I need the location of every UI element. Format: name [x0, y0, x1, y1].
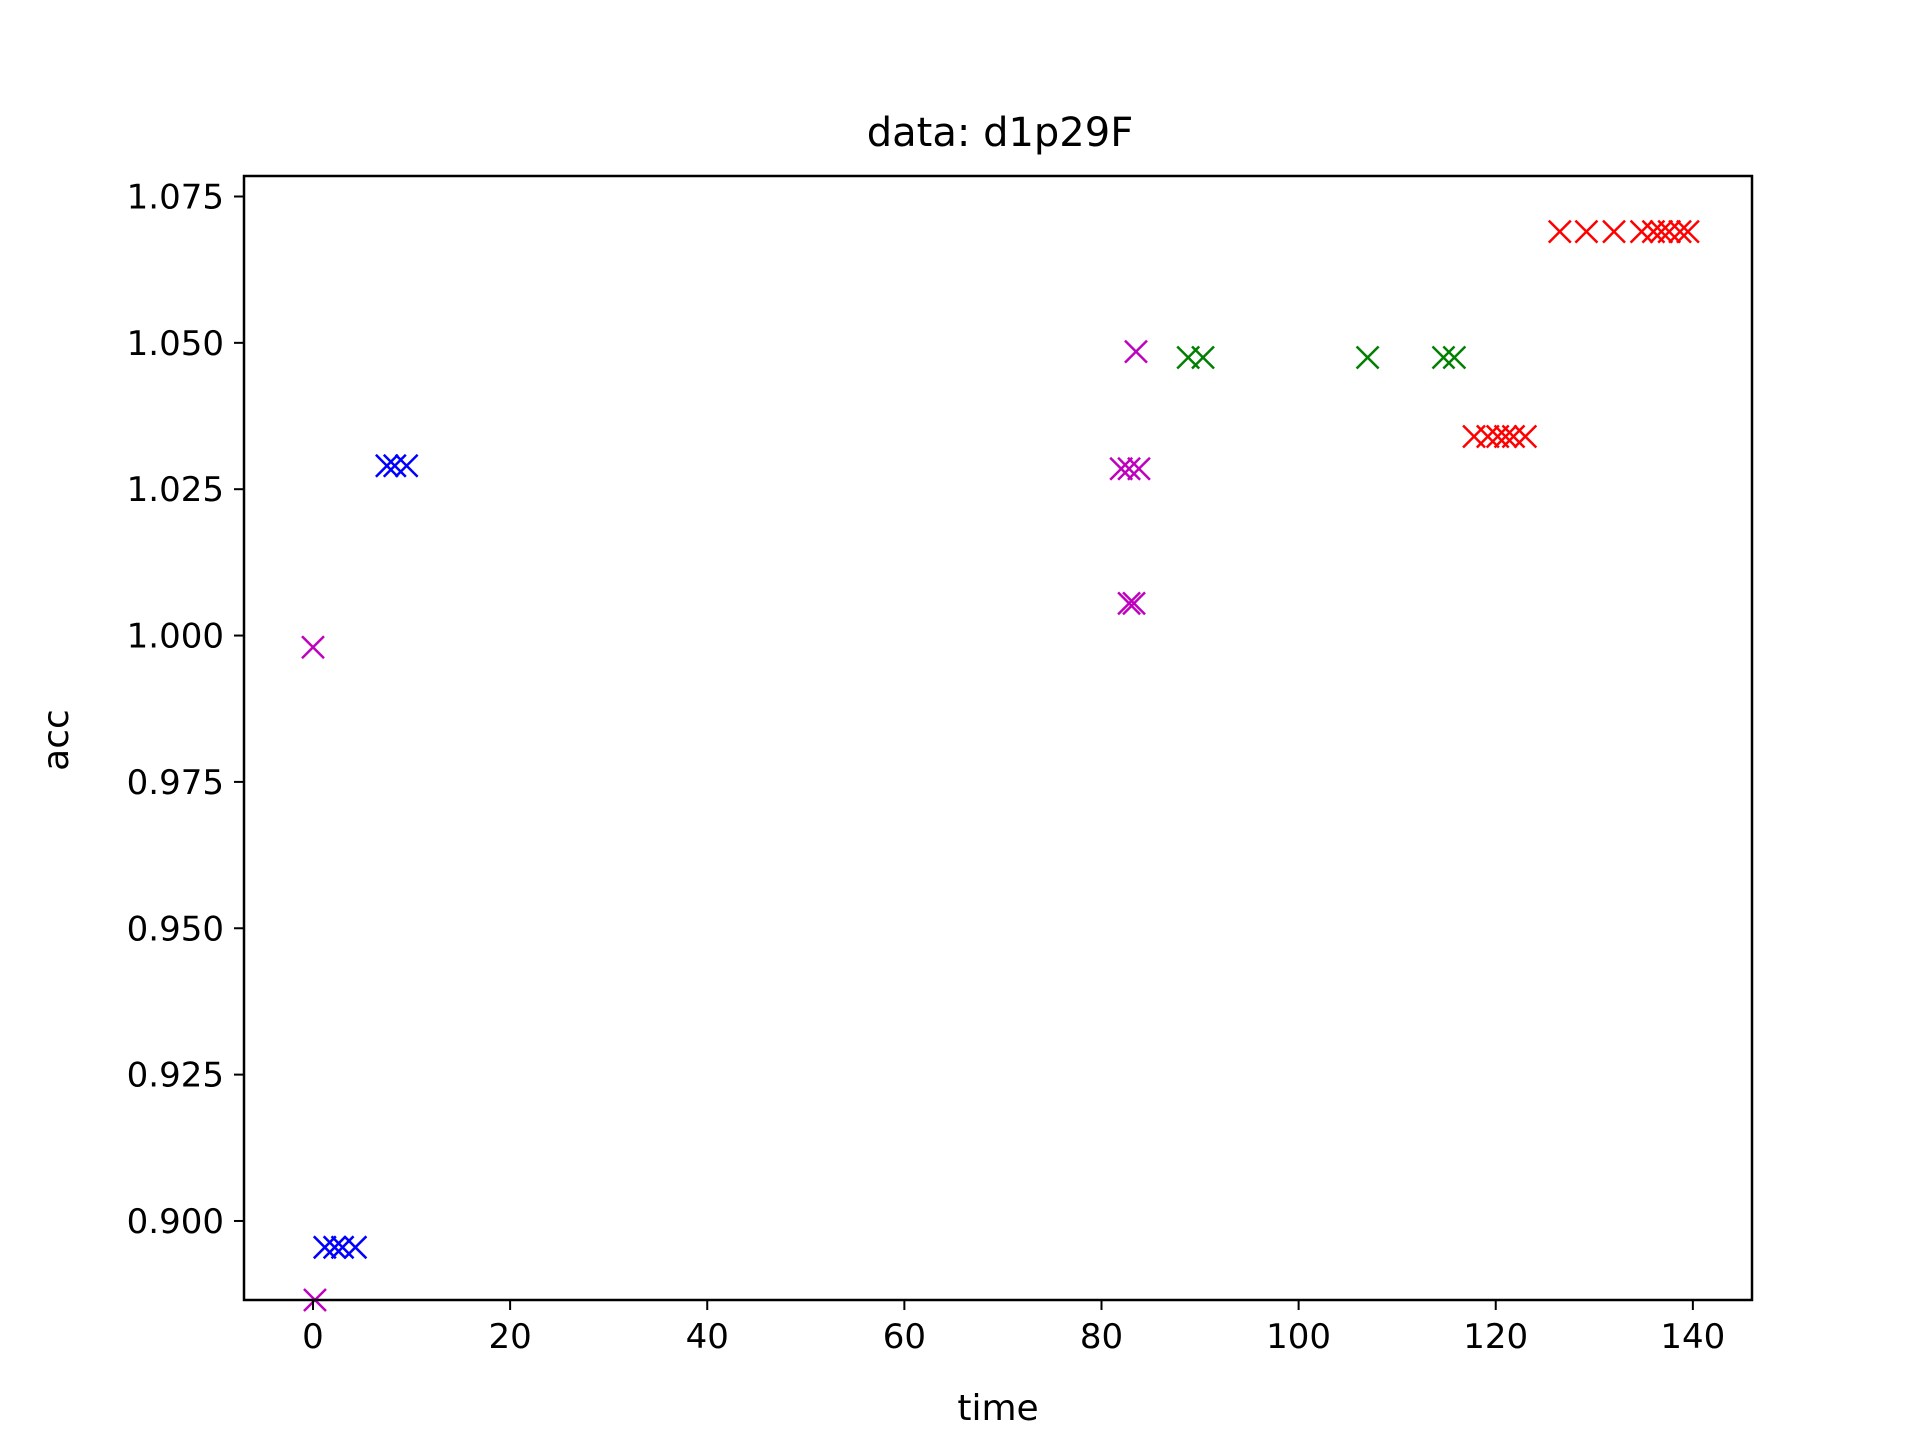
data-point-marker: [1676, 219, 1700, 244]
data-markers: [301, 219, 1700, 1312]
x-tick-label: 40: [686, 1317, 729, 1357]
data-point-marker: [1547, 219, 1572, 244]
data-point-marker: [1109, 456, 1134, 481]
y-axis-label: acc: [36, 709, 77, 771]
data-point-marker: [1431, 345, 1456, 370]
data-point-marker: [1355, 345, 1380, 370]
data-point-marker: [1493, 424, 1518, 449]
data-point-marker: [1124, 339, 1148, 364]
x-tick-label: 100: [1266, 1317, 1331, 1357]
data-point-marker: [1442, 345, 1467, 370]
data-point-marker: [1127, 456, 1151, 481]
data-point-marker: [1668, 219, 1692, 244]
data-point-marker: [1191, 345, 1215, 370]
data-point-marker: [343, 1235, 368, 1260]
data-point-marker: [1122, 591, 1146, 616]
x-tick-label: 0: [302, 1317, 324, 1357]
y-tick-label: 1.025: [127, 470, 224, 510]
data-point-marker: [1574, 219, 1599, 244]
x-axis-label: time: [957, 1388, 1038, 1429]
data-point-marker: [330, 1235, 355, 1260]
data-point-marker: [1629, 219, 1654, 244]
y-tick-label: 1.075: [127, 177, 224, 217]
data-point-marker: [1657, 219, 1682, 244]
data-point-marker: [1501, 424, 1526, 449]
data-point-marker: [394, 453, 419, 478]
x-tick-label: 20: [488, 1317, 531, 1357]
x-tick-label: 140: [1660, 1317, 1725, 1357]
y-axis: 0.900 0.925 0.950 0.975 1.000 1.025 1.050 1.075: [127, 177, 244, 1242]
data-point-marker: [312, 1235, 337, 1260]
plot-frame: [242, 174, 1754, 1302]
y-tick-label: 1.050: [127, 324, 224, 364]
x-tick-label: 80: [1080, 1317, 1123, 1357]
data-point-marker: [1475, 424, 1500, 449]
data-point-marker: [1117, 591, 1141, 616]
y-tick-label: 1.000: [127, 617, 224, 657]
data-point-marker: [1649, 219, 1674, 244]
y-tick-label: 0.975: [127, 763, 224, 803]
chart-title: data: d1p29F: [867, 110, 1133, 156]
data-point-marker: [375, 453, 399, 478]
data-point-marker: [1513, 424, 1538, 449]
x-axis: 0 20 40 60 80 100 120 140: [302, 1300, 1725, 1357]
data-point-marker: [382, 453, 407, 478]
data-point-marker: [1602, 219, 1626, 244]
data-point-marker: [322, 1235, 347, 1260]
data-point-marker: [1117, 456, 1141, 481]
y-tick-label: 0.900: [127, 1202, 224, 1242]
y-tick-label: 0.950: [127, 909, 224, 949]
y-tick-label: 0.925: [127, 1056, 224, 1096]
data-point-marker: [301, 635, 325, 660]
x-tick-label: 120: [1463, 1317, 1528, 1357]
x-tick-label: 60: [883, 1317, 926, 1357]
